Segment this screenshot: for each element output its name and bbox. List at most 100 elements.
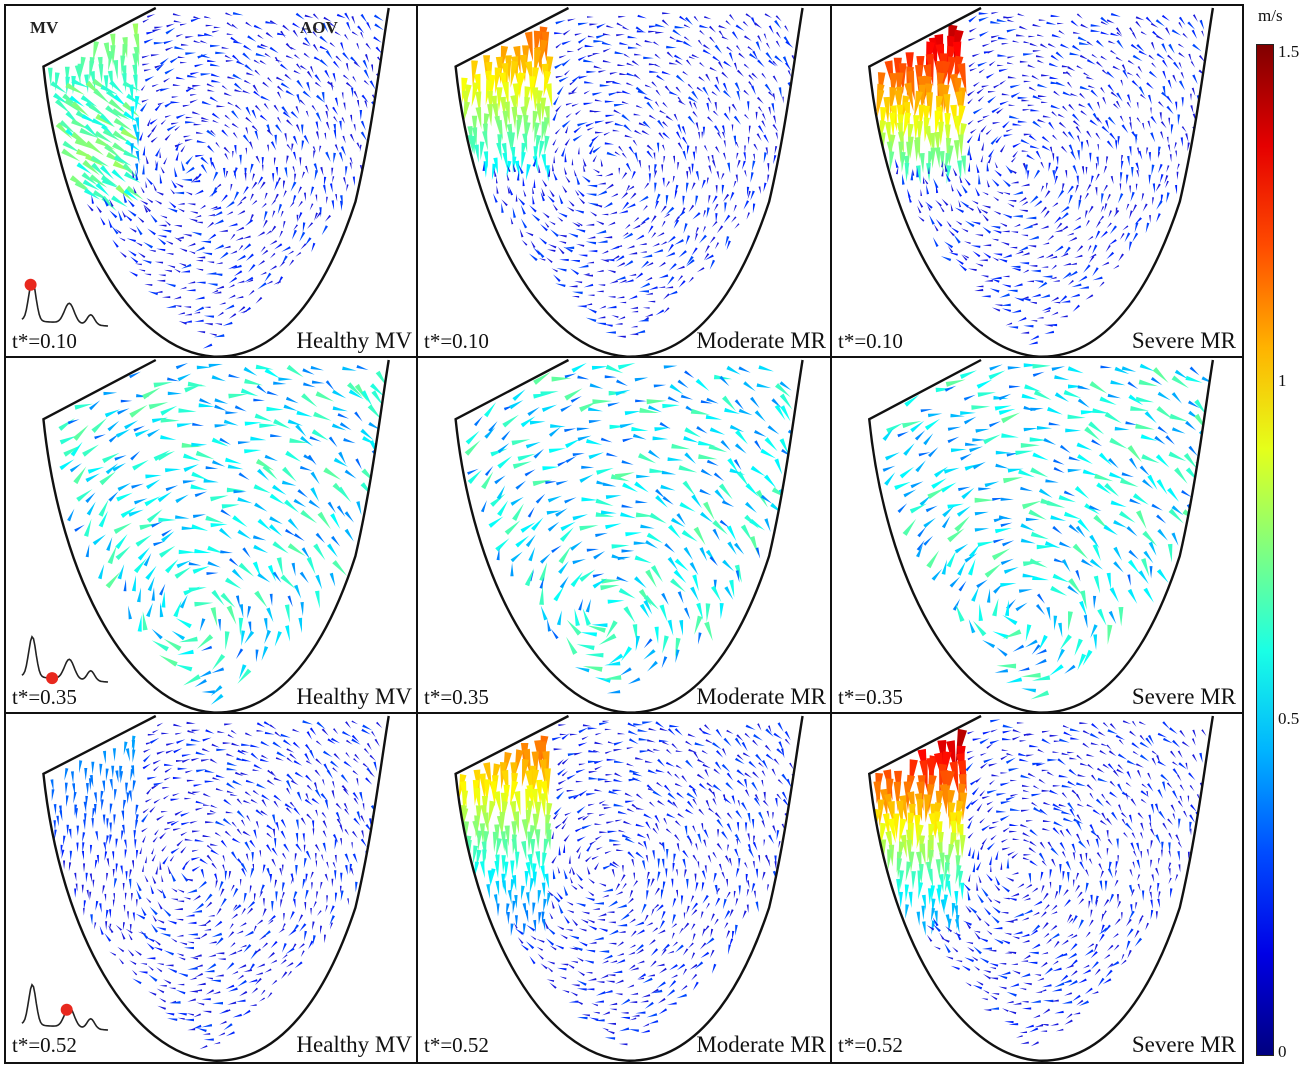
velocity-vector [315, 121, 319, 131]
velocity-vector [105, 463, 119, 475]
velocity-vector [190, 820, 198, 824]
velocity-vector [971, 405, 991, 410]
velocity-vector [592, 573, 605, 578]
velocity-vector [517, 72, 526, 98]
velocity-vector [186, 743, 197, 746]
velocity-vector [99, 925, 104, 935]
velocity-vector [724, 922, 729, 929]
velocity-vector [1048, 162, 1051, 172]
velocity-vector [1171, 375, 1189, 389]
velocity-vector [592, 53, 601, 55]
velocity-vector [1114, 426, 1130, 431]
velocity-vector [176, 900, 185, 903]
velocity-vector [1006, 28, 1018, 33]
velocity-vector [335, 55, 342, 62]
velocity-vector [577, 375, 590, 380]
velocity-vector [267, 769, 274, 776]
velocity-vector [704, 16, 712, 20]
velocity-field [6, 6, 418, 358]
velocity-vector [1037, 59, 1045, 64]
velocity-vector [729, 192, 735, 202]
velocity-vector [1057, 22, 1064, 25]
velocity-vector [586, 842, 593, 852]
velocity-vector [350, 868, 354, 876]
velocity-vector [585, 122, 595, 127]
velocity-vector [109, 822, 112, 834]
velocity-vector [756, 96, 764, 104]
velocity-vector [569, 866, 572, 874]
velocity-vector [991, 276, 1002, 280]
velocity-vector [1017, 96, 1028, 100]
velocity-vector [615, 979, 624, 984]
velocity-vector [1098, 215, 1105, 223]
velocity-vector [366, 22, 372, 31]
velocity-vector [709, 949, 715, 959]
velocity-vector [262, 908, 267, 917]
velocity-vector [547, 961, 555, 965]
flow-panel: t*=0.52 Moderate MR [416, 712, 834, 1064]
velocity-vector [665, 868, 668, 879]
velocity-vector [691, 54, 700, 59]
velocity-vector [1028, 235, 1040, 241]
velocity-vector [959, 200, 969, 208]
velocity-vector [1051, 264, 1057, 270]
velocity-vector [717, 132, 722, 140]
velocity-vector [1055, 51, 1065, 59]
velocity-vector [1110, 380, 1126, 386]
velocity-vector [990, 225, 1001, 229]
velocity-vector [647, 974, 655, 977]
velocity-vector [267, 144, 269, 152]
velocity-vector [1169, 154, 1172, 163]
velocity-vector [220, 592, 236, 608]
velocity-vector [165, 240, 174, 245]
velocity-vector [642, 721, 653, 725]
velocity-vector [706, 397, 719, 404]
velocity-vector [123, 150, 142, 160]
velocity-vector [655, 309, 665, 316]
velocity-vector [1042, 275, 1053, 278]
velocity-vector [1104, 203, 1108, 212]
velocity-vector [133, 425, 145, 432]
velocity-vector [552, 171, 558, 181]
velocity-vector [1183, 453, 1198, 470]
velocity-vector [118, 210, 123, 221]
velocity-vector [954, 516, 970, 532]
velocity-vector [76, 842, 79, 853]
velocity-vector [661, 71, 671, 75]
velocity-vector [1134, 217, 1142, 225]
velocity-vector [232, 515, 248, 528]
velocity-vector [82, 444, 99, 457]
velocity-vector [195, 173, 202, 182]
velocity-vector [754, 430, 767, 437]
velocity-vector [1086, 41, 1094, 47]
velocity-vector [164, 767, 173, 773]
velocity-vector [165, 305, 176, 308]
velocity-vector [258, 997, 265, 1002]
velocity-vector [616, 953, 624, 957]
velocity-vector [684, 869, 687, 879]
velocity-vector [547, 168, 551, 177]
velocity-vector [193, 40, 202, 44]
velocity-vector [705, 903, 710, 910]
velocity-vector [718, 25, 728, 29]
velocity-vector [280, 899, 283, 908]
velocity-vector [89, 873, 93, 883]
velocity-vector [51, 789, 55, 801]
velocity-vector [696, 773, 706, 780]
velocity-vector [621, 549, 635, 553]
velocity-vector [1067, 585, 1080, 595]
velocity-vector [131, 969, 138, 976]
velocity-vector [998, 68, 1009, 73]
velocity-vector [272, 484, 287, 495]
velocity-vector [1077, 150, 1080, 161]
velocity-vector [156, 988, 165, 994]
velocity-vector [645, 262, 654, 267]
velocity-vector [628, 146, 635, 155]
velocity-vector [1158, 151, 1161, 159]
velocity-vector [646, 1013, 658, 1018]
velocity-vector [170, 898, 178, 901]
velocity-vector [1130, 43, 1140, 51]
velocity-vector [566, 901, 574, 906]
velocity-vector [1156, 200, 1163, 210]
velocity-vector [727, 162, 731, 174]
